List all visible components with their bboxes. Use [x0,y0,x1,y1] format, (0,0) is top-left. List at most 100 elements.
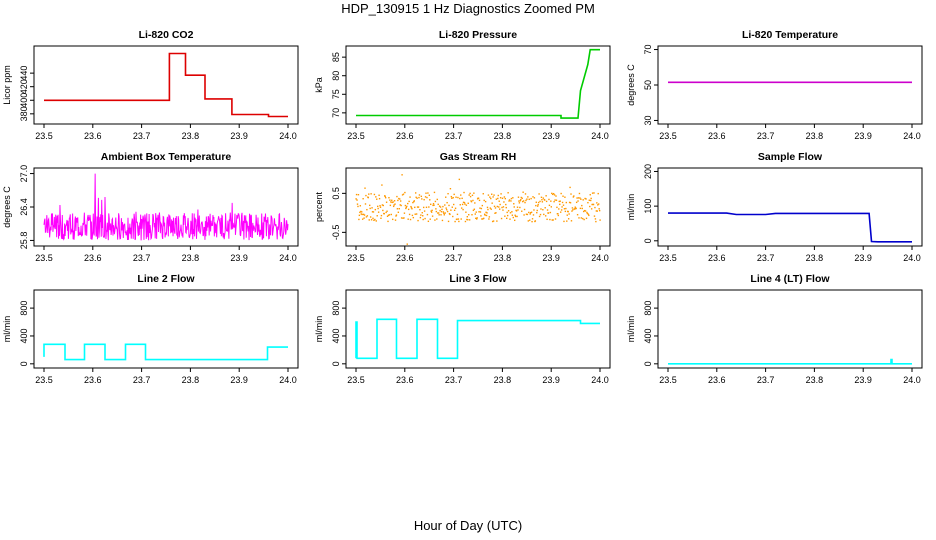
x-tick-label: 23.5 [35,375,53,385]
data-point [521,197,523,199]
data-point [512,197,514,199]
data-point [410,205,412,208]
data-point [554,199,556,201]
data-point [505,203,507,206]
data-point [365,216,368,218]
data-point [596,202,598,204]
data-point [525,199,527,202]
plot-frame [345,45,611,125]
data-point [500,193,502,195]
x-tick-label: 23.8 [494,131,512,141]
data-point [369,207,371,210]
data-point [536,211,538,214]
data-point [529,212,532,214]
data-point [499,203,501,206]
data-point [440,211,443,213]
data-point [594,206,596,209]
data-point [503,196,506,198]
y-axis-label: ml/min [2,316,12,343]
data-point [479,211,482,213]
y-axis-label: kPa [314,77,324,93]
data-point [558,208,560,210]
data-point [508,199,511,201]
data-point [401,194,404,196]
data-point [546,209,549,211]
data-point [577,197,580,199]
data-point [524,201,526,204]
data-point [595,220,597,223]
data-point [431,209,433,212]
data-point [421,212,423,214]
data-point [435,208,437,210]
data-point [355,193,358,196]
data-point [582,210,585,213]
data-point [496,220,498,222]
data-point [418,196,420,199]
data-point [426,213,429,216]
data-point [438,205,441,207]
data-point [507,210,510,212]
data-point [430,211,433,213]
data-point [584,197,586,200]
y-tick-label: 400 [331,328,341,343]
data-point [443,212,445,215]
data-point [415,196,417,199]
y-axis-label: Licor ppm [2,65,12,105]
data-point [565,201,568,204]
data-point [589,205,591,208]
data-point [527,220,530,222]
data-point [549,211,552,214]
data-point [412,216,415,219]
data-point [510,200,512,202]
data-point [557,214,560,217]
data-point [532,214,535,216]
data-point [387,220,389,223]
data-point [433,204,435,206]
plot-frame [345,167,611,247]
data-point [498,200,500,202]
data-point [483,217,485,220]
data-point [502,209,504,211]
data-point [445,196,447,198]
data-point [359,211,361,214]
data-point [504,215,506,217]
data-point [399,200,402,202]
data-point [579,197,581,199]
series-line [668,358,912,365]
data-point [597,192,599,195]
data-point [460,207,463,209]
data-point [444,204,446,206]
data-point [430,203,432,206]
y-tick-label: 400 [19,328,29,343]
data-point [529,213,531,215]
y-tick-label: 400 [643,328,653,343]
data-point [553,200,555,203]
data-point [574,206,576,208]
data-point [369,204,371,207]
data-point [541,201,544,203]
data-point [446,201,448,204]
data-point [368,193,370,195]
y-tick-label: 0 [19,361,29,366]
data-point [372,217,374,220]
x-tick-label: 23.7 [133,375,151,385]
data-point [448,212,451,215]
data-point [357,205,359,208]
data-point [519,200,522,202]
data-point [474,202,476,204]
data-point [374,208,377,211]
data-point [507,192,509,194]
x-tick-label: 23.9 [854,253,872,263]
data-point [588,199,591,201]
data-point [533,209,535,211]
panel-3: Ambient Box Temperature degrees C 23.5 23.6… [2,151,299,263]
data-point [498,206,500,208]
data-point [558,200,560,203]
data-point [542,197,545,199]
data-point [538,193,540,195]
data-point [463,191,465,194]
x-tick-label: 23.8 [182,375,200,385]
data-point [404,204,407,207]
data-point [582,217,584,220]
data-point [524,193,527,195]
